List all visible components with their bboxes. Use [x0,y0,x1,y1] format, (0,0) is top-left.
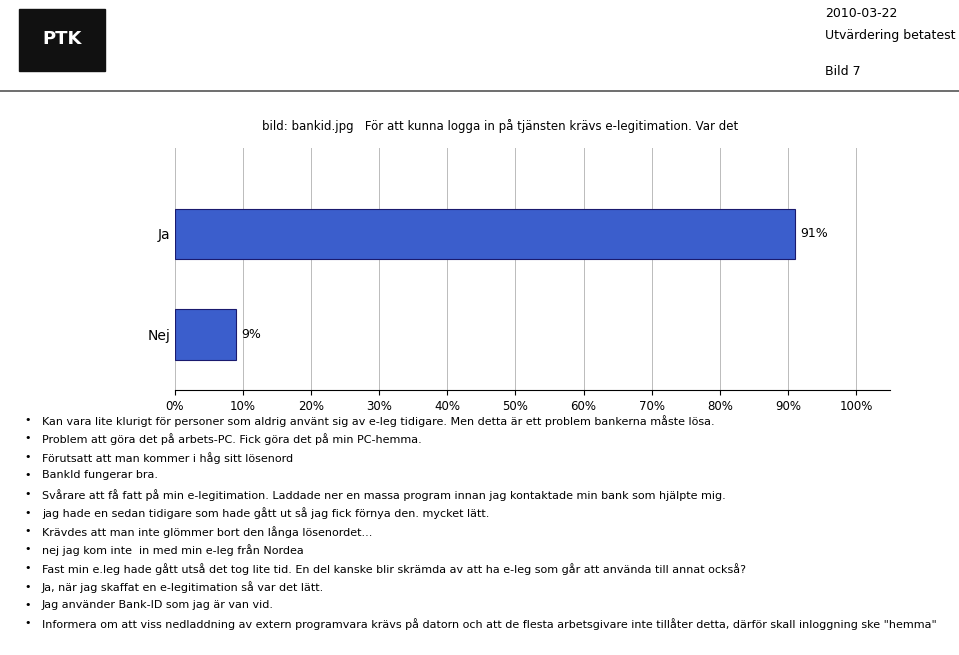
Text: •: • [25,526,32,536]
Text: bild: bankid.jpg   För att kunna logga in på tjänsten krävs e-legitimation. Var : bild: bankid.jpg För att kunna logga in … [262,119,738,134]
Text: •: • [25,582,32,591]
Text: •: • [25,600,32,610]
Text: 2010-03-22: 2010-03-22 [825,7,897,20]
Text: •: • [25,415,32,425]
Text: Bild 7: Bild 7 [825,65,860,78]
Text: 91%: 91% [800,227,828,240]
Text: BankId fungerar bra.: BankId fungerar bra. [42,470,158,481]
Text: PTK: PTK [42,30,82,48]
Text: •: • [25,452,32,462]
Text: Jag använder Bank-ID som jag är van vid.: Jag använder Bank-ID som jag är van vid. [42,600,274,610]
Text: Utvärdering betatest: Utvärdering betatest [825,29,955,42]
Text: 9%: 9% [242,328,262,341]
Text: Krävdes att man inte glömmer bort den långa lösenordet...: Krävdes att man inte glömmer bort den lå… [42,526,372,538]
Text: •: • [25,563,32,573]
Text: lätt att logga ...: lätt att logga ... [454,153,546,166]
Text: Ja, när jag skaffat en e-legitimation så var det lätt.: Ja, när jag skaffat en e-legitimation så… [42,582,324,593]
Text: •: • [25,508,32,517]
Bar [19,9,105,71]
Text: jag hade en sedan tidigare som hade gått ut så jag fick förnya den. mycket lätt.: jag hade en sedan tidigare som hade gått… [42,508,489,519]
Text: Kan vara lite klurigt för personer som aldrig använt sig av e-leg tidigare. Men : Kan vara lite klurigt för personer som a… [42,415,714,427]
Text: nej jag kom inte  in med min e-leg från Nordea: nej jag kom inte in med min e-leg från N… [42,544,304,556]
Text: Informera om att viss nedladdning av extern programvara krävs på datorn och att : Informera om att viss nedladdning av ext… [42,618,937,630]
Text: Problem att göra det på arbets-PC. Fick göra det på min PC-hemma.: Problem att göra det på arbets-PC. Fick … [42,434,422,445]
Text: •: • [25,470,32,481]
Text: •: • [25,434,32,443]
Text: Fast min e.leg hade gått utså det tog lite tid. En del kanske blir skrämda av at: Fast min e.leg hade gått utså det tog li… [42,563,746,575]
Text: Svårare att få fatt på min e-legitimation. Laddade ner en massa program innan ja: Svårare att få fatt på min e-legitimatio… [42,489,726,501]
Bar [175,208,795,259]
Text: •: • [25,618,32,629]
Text: •: • [25,544,32,555]
Bar [175,309,236,360]
Text: Förutsatt att man kommer i håg sitt lösenord: Förutsatt att man kommer i håg sitt löse… [42,452,293,464]
Text: •: • [25,489,32,499]
